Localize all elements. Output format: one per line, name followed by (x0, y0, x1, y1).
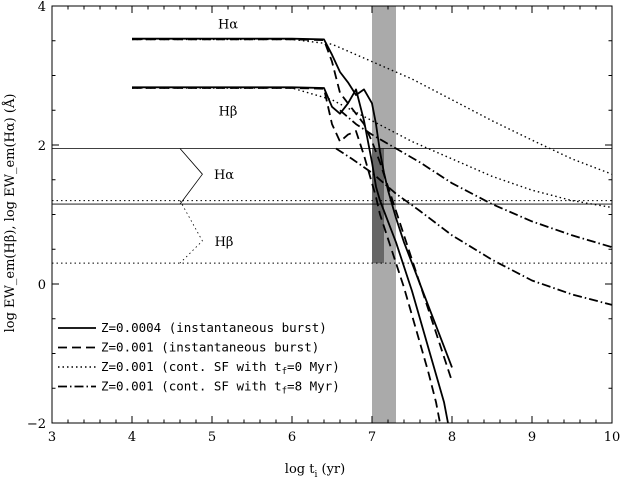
x-tick-label: 5 (208, 430, 216, 445)
y-tick-label: 0 (38, 278, 46, 293)
series-1-line-2 (132, 86, 449, 424)
bracket-1 (179, 148, 203, 205)
series-2-line-2 (132, 87, 441, 424)
y-axis-label: log EW_em(Hβ), log EW_em(Hα) (Å) (2, 94, 18, 333)
series-3-line-1 (132, 38, 613, 175)
legend: Z=0.0004 (instantaneous burst) Z=0.001 (i… (58, 320, 340, 397)
legend-label-2: Z=0.001 (instantaneous burst) (101, 340, 319, 355)
y-tick-label: −2 (27, 417, 46, 432)
annotation-3: Hα (214, 168, 234, 183)
series-3-line-2 (132, 87, 613, 209)
series-2-line-1 (132, 38, 453, 382)
y-tick-label: 4 (38, 0, 46, 15)
x-tick-label: 3 (48, 430, 56, 445)
annotation-layer: Hα Hβ Hα Hβ (214, 17, 238, 250)
legend-label-4: Z=0.001 (cont. SF with tf=8 Myr) (101, 379, 340, 397)
x-tick-label: 8 (448, 430, 456, 445)
annotation-2: Hβ (219, 104, 238, 119)
bracket-layer (179, 148, 203, 264)
reference-lines-layer (52, 148, 612, 264)
shaded-band-layer (372, 6, 396, 423)
y-tick-label: 2 (38, 139, 46, 154)
x-tick-label: 4 (128, 430, 136, 445)
legend-label-1: Z=0.0004 (instantaneous burst) (101, 320, 327, 335)
bracket-2 (179, 200, 203, 264)
ticks-layer: 3 4 5 6 7 8 9 10 −2 0 2 4 (27, 0, 620, 445)
legend-label-3: Z=0.001 (cont. SF with tf=0 Myr) (101, 359, 340, 377)
x-tick-label: 10 (604, 430, 621, 445)
x-tick-label: 7 (368, 430, 376, 445)
x-tick-label: 9 (528, 430, 536, 445)
x-axis-label: log ti (yr) (285, 462, 345, 480)
series-layer (132, 37, 613, 424)
series-4-line-1 (339, 109, 613, 249)
x-tick-label: 6 (288, 430, 296, 445)
annotation-4: Hβ (215, 235, 234, 250)
annotation-1: Hα (218, 17, 238, 32)
